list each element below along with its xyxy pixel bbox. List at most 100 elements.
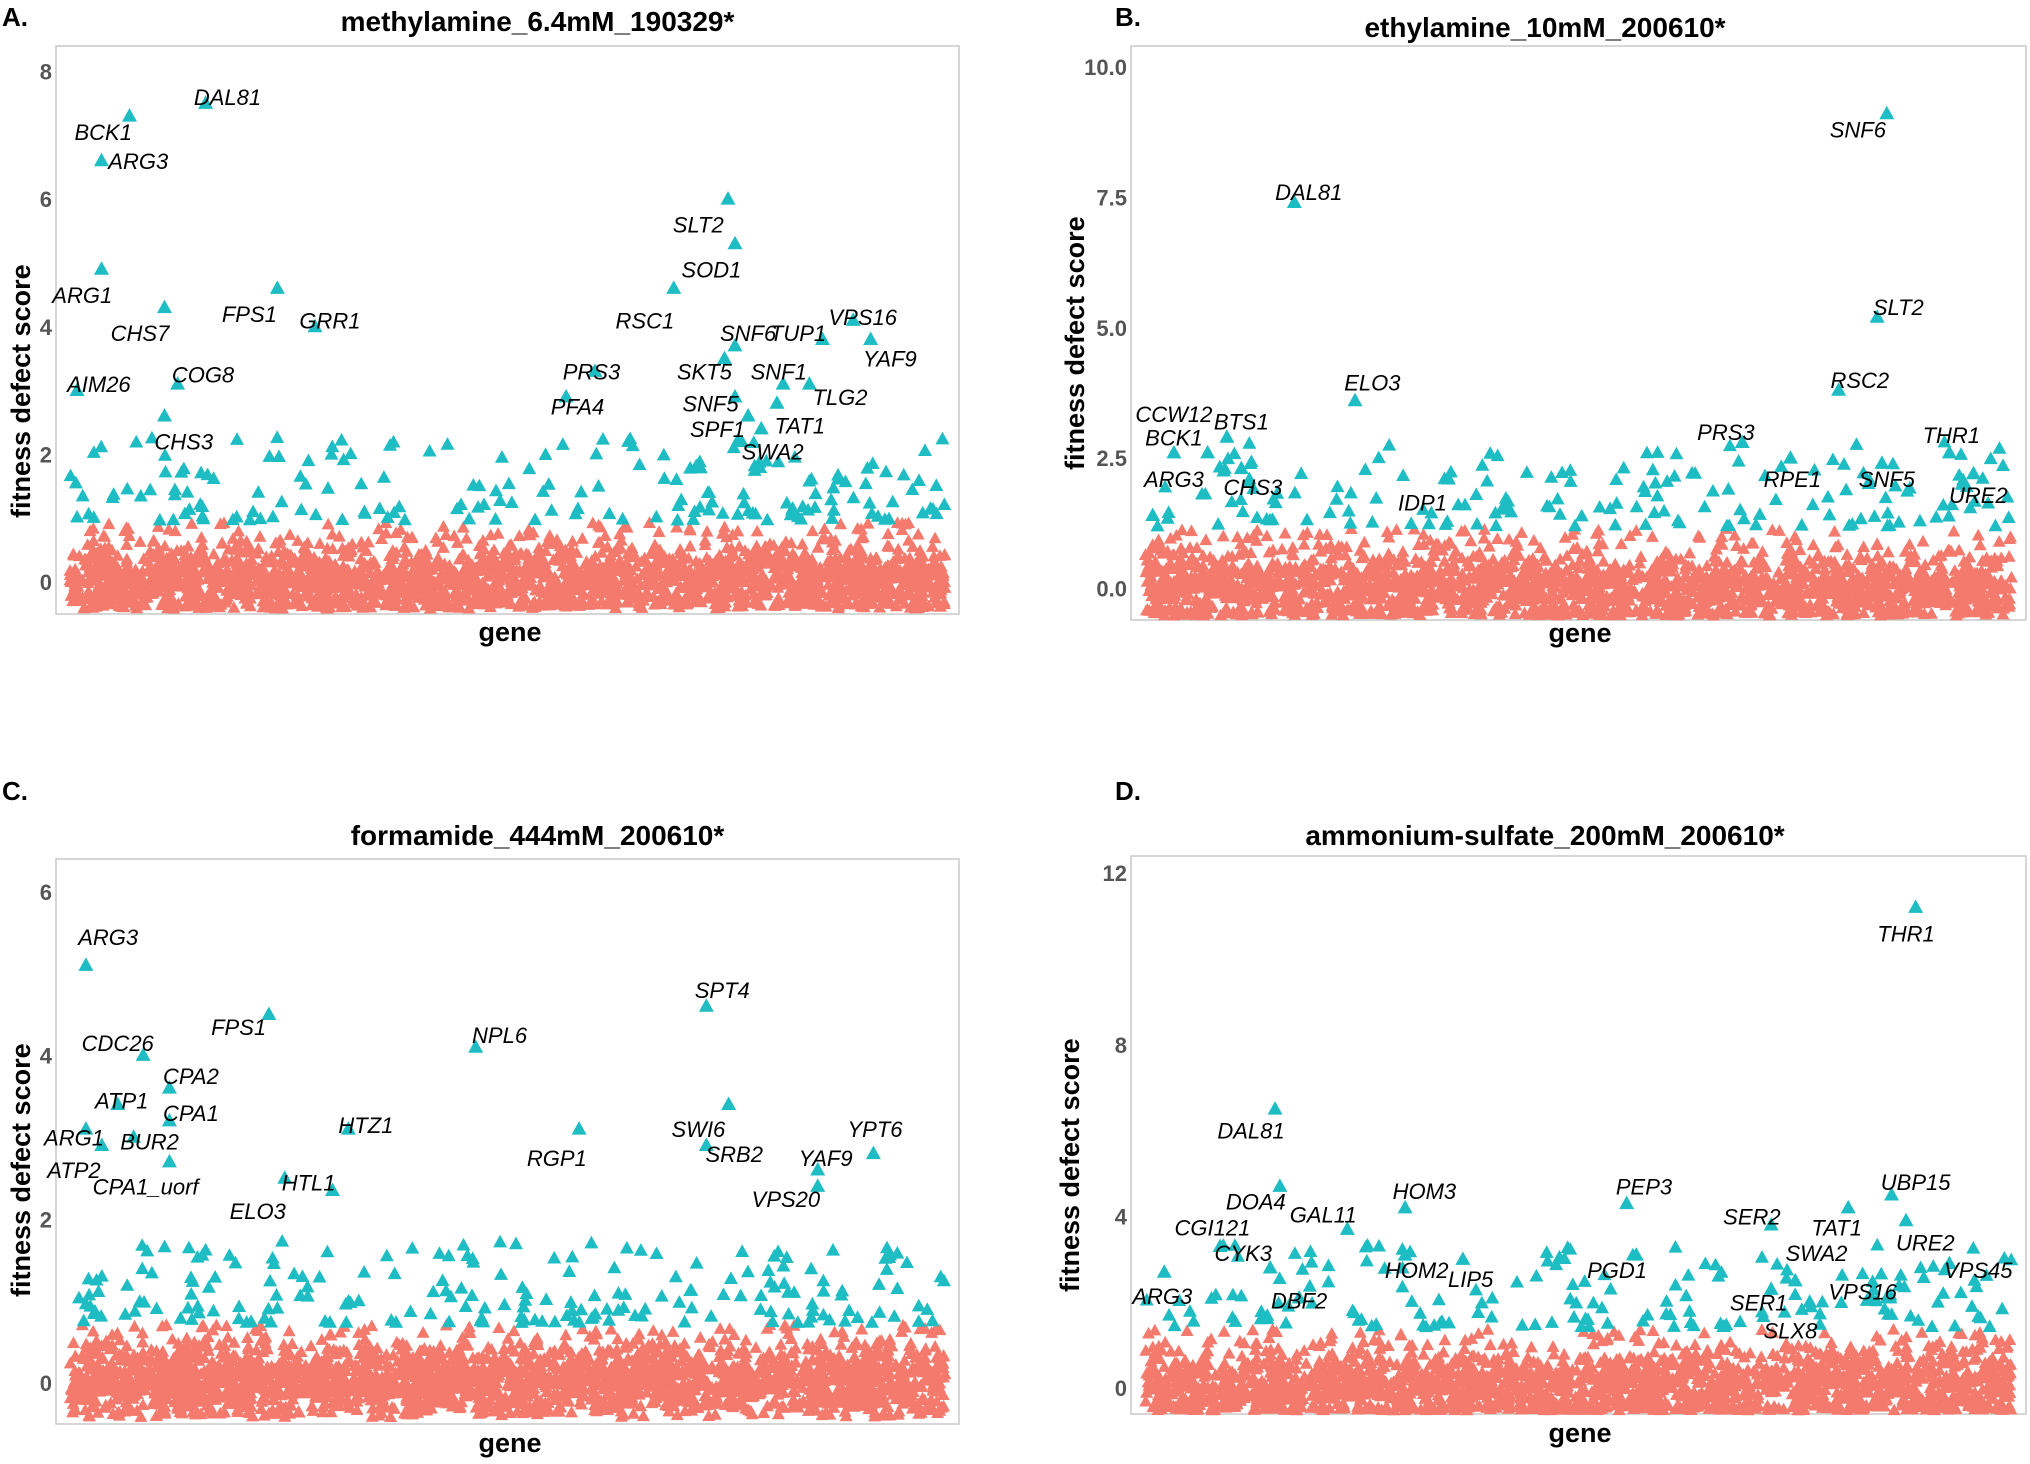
background-gene-point (361, 535, 375, 548)
background-gene-point (832, 591, 846, 604)
hit-gene-point (737, 495, 752, 509)
background-gene-point (891, 542, 905, 555)
background-gene-point (1752, 587, 1766, 600)
background-gene-point (735, 585, 749, 598)
hit-gene-point (860, 461, 875, 474)
background-gene-point (1753, 551, 1767, 564)
background-gene-point (1167, 548, 1181, 561)
background-gene-point (356, 595, 370, 608)
background-gene-point (1144, 578, 1158, 591)
labeled-hit-point (122, 108, 137, 122)
background-gene-point (1387, 553, 1401, 565)
background-gene-point (1442, 581, 1456, 594)
background-gene-point (928, 531, 942, 544)
labeled-hit-point (727, 337, 743, 352)
background-gene-point (1810, 599, 1824, 612)
background-gene-point (1501, 597, 1515, 610)
background-gene-point (798, 546, 812, 559)
hit-gene-point (1967, 494, 1982, 507)
background-gene-point (1533, 541, 1547, 554)
background-gene-point (1477, 531, 1491, 544)
hit-gene-point (1322, 505, 1337, 519)
background-gene-point (1164, 531, 1178, 544)
background-gene-point (1442, 596, 1456, 609)
background-gene-point (539, 544, 553, 557)
background-gene-point (1518, 574, 1532, 586)
background-gene-point (871, 567, 885, 579)
background-gene-point (335, 541, 349, 554)
labeled-hit-point (753, 420, 769, 435)
hit-gene-point (1856, 465, 1871, 479)
background-gene-point (155, 598, 169, 610)
background-gene-point (344, 585, 358, 598)
background-gene-point (140, 564, 154, 577)
background-gene-point (1870, 538, 1884, 550)
hit-gene-point (1731, 454, 1746, 467)
hit-gene-point (1722, 518, 1737, 532)
hit-gene-point (1807, 462, 1822, 476)
background-gene-point (1982, 606, 1996, 618)
background-gene-point (582, 578, 596, 591)
gene-label: SNF5 (682, 391, 739, 416)
background-gene-point (925, 568, 939, 581)
background-gene-point (1685, 572, 1699, 585)
background-gene-point (842, 583, 856, 596)
hit-gene-point (785, 501, 800, 514)
background-gene-point (1712, 603, 1726, 616)
background-gene-point (426, 587, 440, 600)
hit-gene-point (1638, 517, 1653, 530)
background-gene-point (1747, 570, 1761, 582)
background-gene-point (1650, 555, 1664, 567)
background-gene-point (1313, 586, 1327, 599)
background-gene-point (773, 566, 787, 579)
hit-gene-point (700, 485, 715, 499)
hit-gene-point (1608, 517, 1623, 531)
hit-gene-point (246, 504, 261, 518)
background-gene-point (1935, 576, 1949, 588)
hit-gene-point (1956, 472, 1971, 486)
background-gene-point (397, 563, 411, 575)
background-gene-point (1917, 607, 1931, 619)
background-gene-point (1349, 600, 1363, 613)
hit-gene-point (929, 478, 944, 492)
hit-gene-point (826, 503, 841, 516)
background-gene-point (227, 601, 241, 613)
background-gene-point (1235, 608, 1249, 621)
background-gene-point (1184, 578, 1198, 591)
background-gene-point (1455, 524, 1469, 537)
background-gene-point (1650, 603, 1664, 616)
hit-gene-point (1669, 446, 1684, 460)
hit-gene-point (271, 449, 286, 462)
background-gene-point (1352, 607, 1366, 619)
background-gene-point (643, 572, 657, 585)
background-gene-point (162, 585, 176, 598)
background-gene-point (863, 558, 877, 571)
background-gene-point (903, 551, 917, 564)
hit-gene-point (1483, 446, 1498, 459)
hit-gene-point (1880, 505, 1895, 519)
background-gene-point (378, 588, 392, 600)
hit-gene-point (354, 476, 369, 490)
background-gene-point (1873, 558, 1887, 571)
gene-label: BCK1 (75, 120, 132, 145)
background-gene-point (1240, 571, 1254, 584)
background-gene-point (451, 574, 465, 586)
background-gene-point (1198, 602, 1212, 614)
hit-gene-point (376, 470, 391, 483)
background-gene-point (1623, 583, 1637, 595)
background-gene-point (1320, 590, 1334, 603)
background-gene-point (1157, 584, 1171, 597)
background-gene-point (538, 556, 552, 569)
hit-gene-point (615, 511, 630, 525)
background-gene-point (1417, 601, 1431, 614)
hit-gene-point (1438, 517, 1453, 530)
background-gene-point (180, 563, 194, 575)
chart-title: methylamine_6.4mM_190329* (340, 6, 735, 37)
background-gene-point (220, 562, 234, 575)
chart-title: ethylamine_10mM_200610* (1364, 12, 1726, 43)
background-gene-point (1778, 596, 1792, 609)
background-gene-point (1434, 586, 1448, 599)
background-gene-point (266, 552, 280, 565)
background-gene-point (366, 576, 380, 588)
background-gene-point (687, 585, 701, 598)
